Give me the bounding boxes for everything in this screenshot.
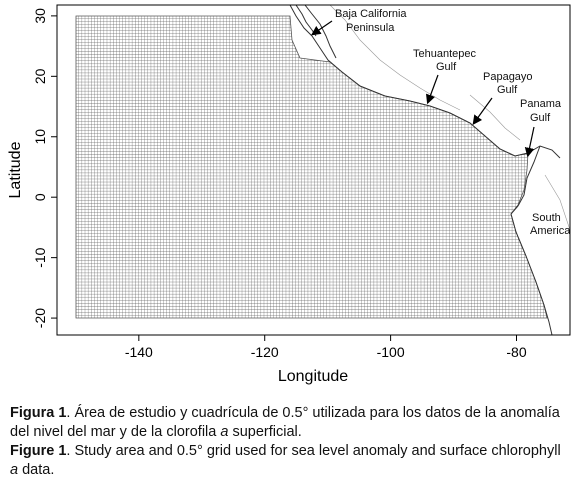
caption-text: data.: [18, 462, 55, 478]
y-tick-label: -10: [32, 247, 48, 267]
caption-italic: a: [10, 462, 19, 478]
caption-label: Figura 1: [10, 405, 67, 421]
caption-text: . Study area and 0.5° grid used for sea …: [66, 443, 561, 459]
caption-text: . Área de estudio y cuadrícula de 0.5° u…: [10, 405, 560, 440]
caption-italic: a: [220, 424, 229, 440]
y-tick-label: 10: [32, 129, 48, 145]
plot-frame: [56, 4, 571, 336]
y-axis-title: Latitude: [7, 141, 24, 198]
annotation: Gulf: [497, 84, 518, 96]
annotation: Gulf: [530, 112, 551, 124]
caption-english: Figure 1. Study area and 0.5° grid used …: [10, 442, 572, 480]
y-tick-label: -20: [32, 308, 48, 328]
annotation: Panama: [520, 98, 562, 110]
study-grid: [75, 15, 548, 319]
map-chart: Baja California Peninsula Tehuantepec Gu…: [7, 4, 571, 385]
y-tick-label: 0: [32, 193, 48, 201]
y-tick-label: 30: [32, 8, 48, 24]
x-tick-label: -120: [251, 344, 279, 360]
caption-spanish: Figura 1. Área de estudio y cuadrícula d…: [10, 404, 572, 442]
arrow: [524, 126, 535, 158]
x-tick-label: -140: [125, 344, 153, 360]
caption-label: Figure 1: [10, 443, 67, 459]
annotation: Baja California: [335, 8, 407, 20]
annotation: South: [532, 212, 561, 224]
arrow: [472, 97, 493, 125]
x-tick-label: -80: [506, 344, 526, 360]
arrow: [425, 74, 439, 105]
annotation: America: [530, 225, 571, 237]
arrow: [311, 20, 333, 36]
annotation: Papagayo: [483, 71, 533, 83]
caption-text: superficial.: [228, 424, 302, 440]
y-tick-label: 20: [32, 68, 48, 84]
inland-border: [329, 4, 571, 231]
x-tick-label: -100: [377, 344, 405, 360]
x-axis-title: Longitude: [278, 368, 348, 385]
annotation: Tehuantepec: [413, 48, 476, 60]
annotation: Peninsula: [346, 22, 395, 34]
annotation: Gulf: [436, 61, 457, 73]
caption: Figura 1. Área de estudio y cuadrícula d…: [10, 404, 572, 480]
